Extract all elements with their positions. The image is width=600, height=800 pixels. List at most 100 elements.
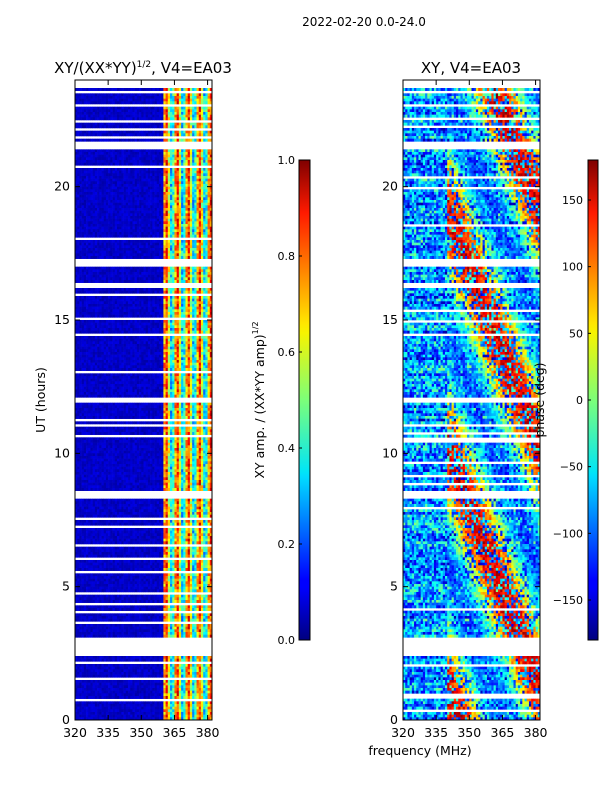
heatmap-cell <box>198 210 202 214</box>
heatmap-cell <box>139 322 142 326</box>
heatmap-cell <box>198 240 202 243</box>
heatmap-cell <box>132 341 135 345</box>
heatmap-cell <box>156 157 160 161</box>
heatmap-cell <box>116 309 120 313</box>
heatmap-cell <box>79 210 82 214</box>
heatmap-cell <box>83 88 87 91</box>
heatmap-cell <box>92 309 96 313</box>
heatmap-cell <box>152 197 155 201</box>
heatmap-cell <box>139 221 142 225</box>
heatmap-cell <box>99 221 102 225</box>
heatmap-cell <box>103 256 107 259</box>
heatmap-cell <box>198 200 202 203</box>
heatmap-cell <box>165 322 169 326</box>
heatmap-cell <box>77 325 80 329</box>
heatmap-cell <box>139 192 142 195</box>
heatmap-cell <box>152 330 155 334</box>
heatmap-cell <box>79 344 82 347</box>
heatmap-cell <box>125 269 129 273</box>
heatmap-cell <box>90 186 93 190</box>
heatmap-cell <box>103 133 107 137</box>
heatmap-cell <box>209 173 212 177</box>
heatmap-cell <box>165 216 169 219</box>
heatmap-cell <box>134 338 138 342</box>
heatmap-cell <box>119 306 122 310</box>
heatmap-cell <box>125 296 129 299</box>
heatmap-cell <box>181 125 184 129</box>
heatmap-cell <box>165 125 169 129</box>
heatmap-cell <box>101 250 105 254</box>
heatmap-cell <box>94 221 98 225</box>
heatmap-cell <box>79 218 82 222</box>
heatmap-cell <box>136 346 140 350</box>
heatmap-cell <box>192 213 195 217</box>
heatmap-cell <box>194 226 197 230</box>
heatmap-cell <box>196 301 200 305</box>
heatmap-cell <box>136 210 140 214</box>
heatmap-cell <box>207 229 211 233</box>
heatmap-cell <box>90 280 93 283</box>
heatmap-cell <box>110 248 113 251</box>
heatmap-cell <box>121 240 124 243</box>
heatmap-cell <box>92 341 96 345</box>
heatmap-cell <box>83 122 87 126</box>
heatmap-cell <box>200 208 204 211</box>
heatmap-cell <box>198 253 202 257</box>
heatmap-cell <box>192 229 195 233</box>
heatmap-cell <box>189 189 193 193</box>
heatmap-cell <box>119 218 122 222</box>
heatmap-cell <box>143 162 147 166</box>
heatmap-cell <box>158 186 162 190</box>
heatmap-cell <box>183 277 186 281</box>
heatmap-cell <box>178 301 182 305</box>
heatmap-cell <box>136 240 140 243</box>
heatmap-cell <box>103 162 107 166</box>
heatmap-cell <box>103 192 107 195</box>
heatmap-cell <box>163 224 166 227</box>
heatmap-cell <box>150 205 153 209</box>
heatmap-cell <box>81 298 85 302</box>
heatmap-cell <box>154 202 158 206</box>
heatmap-cell <box>147 245 151 249</box>
heatmap-cell <box>185 122 188 126</box>
heatmap-cell <box>110 266 113 270</box>
heatmap-cell <box>172 232 175 235</box>
heatmap-cell <box>189 224 193 227</box>
heatmap-cell <box>170 117 173 121</box>
heatmap-cell <box>145 221 149 225</box>
heatmap-cell <box>183 274 186 278</box>
heatmap-cell <box>105 168 109 171</box>
heatmap-cell <box>198 274 202 278</box>
heatmap-cell <box>79 232 82 235</box>
heatmap-cell <box>139 280 142 283</box>
heatmap-cell <box>209 301 212 305</box>
heatmap-cell <box>132 98 135 102</box>
heatmap-cell <box>99 194 102 198</box>
heatmap-cell <box>200 181 204 185</box>
heatmap-cell <box>123 234 127 238</box>
heatmap-cell <box>200 296 204 299</box>
heatmap-cell <box>134 226 138 230</box>
heatmap-cell <box>141 213 144 217</box>
heatmap-cell <box>145 184 149 187</box>
heatmap-cell <box>189 306 193 310</box>
heatmap-cell <box>79 133 82 137</box>
heatmap-cell <box>189 200 193 203</box>
heatmap-cell <box>103 301 107 305</box>
heatmap-cell <box>123 154 127 158</box>
heatmap-cell <box>150 213 153 217</box>
heatmap-cell <box>145 157 149 161</box>
heatmap-cell <box>125 221 129 225</box>
heatmap-cell <box>161 213 164 217</box>
heatmap-cell <box>158 298 162 302</box>
heatmap-cell <box>123 240 127 243</box>
heatmap-cell <box>147 106 151 110</box>
heatmap-cell <box>154 192 158 195</box>
heatmap-cell <box>88 232 91 235</box>
heatmap-cell <box>81 312 85 315</box>
heatmap-cell <box>141 109 144 113</box>
heatmap-cell <box>125 186 129 190</box>
heatmap-cell <box>200 298 204 302</box>
heatmap-cell <box>178 184 182 187</box>
heatmap-cell <box>116 224 120 227</box>
